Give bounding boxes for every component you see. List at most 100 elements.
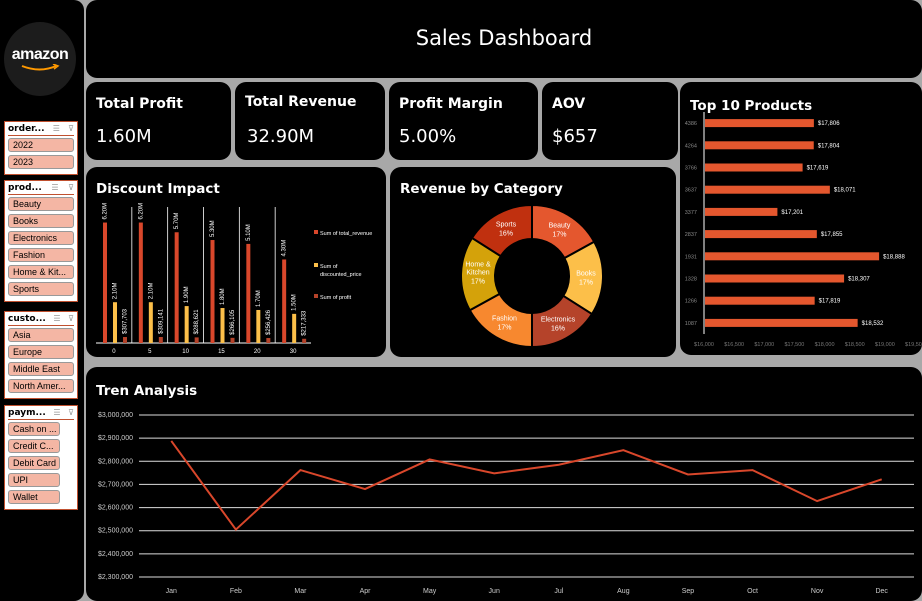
kpi-value: 32.90M — [247, 126, 315, 147]
slicer-item[interactable]: 2023 — [8, 155, 74, 169]
legend-label: Sum of profit — [320, 295, 352, 301]
chart-title: Revenue by Category — [400, 181, 563, 197]
clear-filter-icon[interactable]: ⊽ — [68, 314, 74, 323]
data-label: $17,806 — [818, 121, 840, 127]
bar-0 — [246, 243, 251, 343]
data-label: $17,804 — [818, 143, 840, 149]
x-tick-label: 20 — [254, 349, 261, 355]
data-label: $17,855 — [821, 232, 843, 238]
bar — [705, 318, 858, 327]
kpi-value: $657 — [552, 126, 598, 147]
x-tick-label: Sep — [682, 588, 695, 595]
x-tick-label: $16,000 — [694, 342, 714, 348]
y-tick-label: $2,300,000 — [98, 574, 133, 581]
y-tick-label: 1087 — [685, 321, 697, 327]
y-tick-label: 4264 — [685, 143, 697, 149]
slicer-item[interactable]: Debit Card — [8, 456, 60, 470]
y-tick-label: $2,800,000 — [98, 458, 133, 465]
bar — [705, 296, 815, 305]
kpi-profit-margin: Profit Margin 5.00% — [389, 82, 538, 160]
x-tick-label: Jul — [554, 588, 563, 595]
multi-select-icon[interactable]: ☰ — [53, 314, 61, 323]
slicer: paym... ☰ ⊽ Cash on ... Credit C... Debit Car… — [4, 405, 78, 510]
slicer-item[interactable]: Asia — [8, 328, 74, 342]
kpi-title: AOV — [552, 96, 586, 112]
clear-filter-icon[interactable]: ⊽ — [68, 408, 74, 417]
slicer-item[interactable]: UPI — [8, 473, 60, 487]
y-tick-label: 3637 — [685, 188, 697, 194]
y-tick-label: 1266 — [685, 299, 697, 305]
y-tick-label: $2,900,000 — [98, 435, 133, 442]
bar-2 — [123, 337, 127, 343]
bar-2 — [194, 337, 199, 343]
top-products-panel: Top 10 Products 4386 $17,806 4264 $17,804 37… — [680, 82, 922, 355]
x-tick-label: $17,500 — [784, 342, 804, 348]
multi-select-icon[interactable]: ☰ — [53, 408, 61, 417]
slicer-item[interactable]: Electronics — [8, 231, 74, 245]
y-tick-label: $2,700,000 — [98, 481, 133, 488]
bar — [705, 141, 814, 150]
slicer-item[interactable]: 2022 — [8, 138, 74, 152]
bar — [705, 230, 817, 239]
kpi-aov: AOV $657 — [542, 82, 678, 160]
bar-1 — [113, 302, 117, 343]
slicer-item[interactable]: Credit C... — [8, 439, 60, 453]
top-products-chart: 4386 $17,806 4264 $17,804 3766 $17,619 3637 $18… — [685, 112, 922, 348]
clear-filter-icon[interactable]: ⊽ — [68, 124, 74, 133]
x-tick-label: $16,500 — [724, 342, 744, 348]
data-label: $307,703 — [123, 308, 129, 334]
y-tick-label: $2,400,000 — [98, 551, 133, 558]
x-tick-label: 15 — [218, 349, 225, 355]
x-tick-label: $18,500 — [845, 342, 865, 348]
y-tick-label: 3766 — [685, 166, 697, 172]
page-title: Sales Dashboard — [415, 26, 593, 50]
slicer-item[interactable]: Europe — [8, 345, 74, 359]
kpi-value: 5.00% — [399, 126, 457, 147]
sidebar: amazon order... ☰ ⊽ 2022 2023 prod... ☰ ⊽ Beauty… — [0, 0, 84, 601]
x-tick-label: Jun — [489, 588, 500, 595]
multi-select-icon[interactable]: ☰ — [51, 183, 59, 192]
bar-0 — [138, 222, 143, 343]
slicer-item[interactable]: Cash on ... — [8, 422, 60, 436]
slicer-title: custo... — [8, 314, 46, 324]
data-label: 1.70M — [256, 290, 262, 307]
data-label: 6.20M — [138, 203, 144, 220]
legend-swatch — [314, 263, 318, 267]
data-label: $256,426 — [266, 309, 272, 335]
data-label: 2.10M — [148, 283, 154, 300]
clear-filter-icon[interactable]: ⊽ — [68, 183, 74, 192]
donut-slice — [470, 203, 533, 258]
data-label: $18,307 — [848, 277, 870, 283]
y-tick-label: $2,500,000 — [98, 528, 133, 535]
slice-label: Beauty — [549, 223, 571, 230]
x-tick-label: Oct — [747, 588, 758, 595]
chart-title: Tren Analysis — [96, 383, 198, 399]
bar-1 — [292, 313, 297, 343]
x-tick-label: 10 — [182, 349, 189, 355]
slice-label: Fashion — [492, 315, 517, 322]
slicer-item[interactable]: Beauty — [8, 197, 74, 211]
slicer-item[interactable]: Sports — [8, 282, 74, 296]
trend-panel: Tren Analysis $3,000,000 $2,900,000 $2,800… — [86, 367, 922, 601]
slicer-item[interactable]: Middle East — [8, 362, 74, 376]
y-tick-label: 3377 — [685, 210, 697, 216]
slicer-item[interactable]: Fashion — [8, 248, 74, 262]
multi-select-icon[interactable]: ☰ — [52, 124, 60, 133]
trend-line — [170, 440, 883, 532]
y-tick-label: 4386 — [685, 121, 697, 127]
slicer-item[interactable]: North Amer... — [8, 379, 74, 393]
slice-label: Electronics — [541, 316, 576, 323]
legend-swatch — [314, 230, 318, 234]
x-tick-label: $19,500 — [905, 342, 922, 348]
bar — [705, 185, 830, 194]
legend-label: Sum of discounted_price — [320, 264, 362, 278]
bar-0 — [103, 222, 107, 343]
slicer: order... ☰ ⊽ 2022 2023 — [4, 121, 78, 175]
slicer-item[interactable]: Books — [8, 214, 74, 228]
kpi-title: Total Profit — [96, 96, 183, 112]
slicer-header: prod... ☰ ⊽ — [8, 183, 74, 195]
x-tick-label: Feb — [230, 588, 242, 595]
slicer-item[interactable]: Home & Kit... — [8, 265, 74, 279]
header: Sales Dashboard — [86, 0, 922, 78]
slicer-item[interactable]: Wallet — [8, 490, 60, 504]
